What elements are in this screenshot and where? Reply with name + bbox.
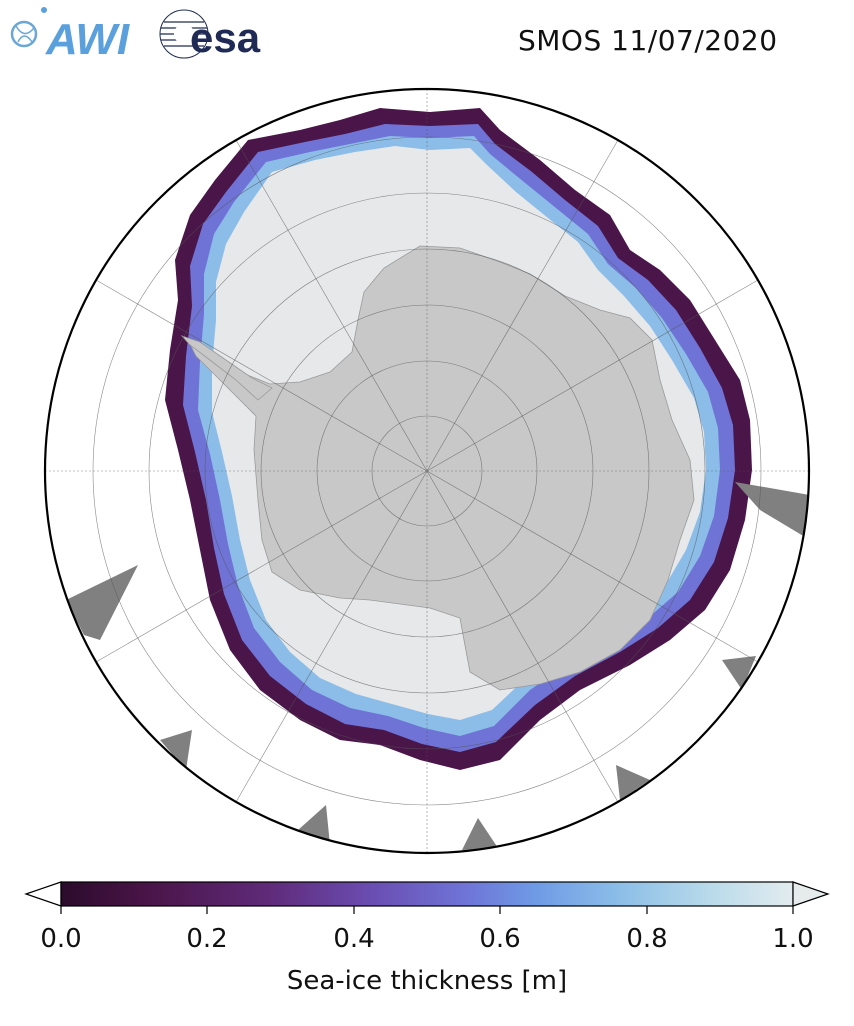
antarctica-land <box>187 245 695 691</box>
colorbar-tick-label: 0.8 <box>626 924 668 954</box>
awi-logo: AWI <box>10 7 130 62</box>
header-logos: AWI esa <box>10 7 261 62</box>
colorbar-tick-label: 0.4 <box>333 924 375 954</box>
colorbar-tick-label: 0.2 <box>186 924 228 954</box>
colorbar-extend-high <box>792 881 830 907</box>
colorbar-extend-low <box>24 881 62 907</box>
colorbar-gradient <box>60 881 794 907</box>
awi-logo-text: AWI <box>45 15 130 62</box>
colorbar <box>24 881 830 914</box>
esa-logo-text: esa <box>190 14 261 61</box>
esa-logo: esa <box>159 9 261 61</box>
map-boundary <box>43 87 811 855</box>
map-title-date: SMOS 11/07/2020 <box>518 24 778 57</box>
sea-ice-map <box>43 87 811 855</box>
colorbar-tick-label: 0.0 <box>40 924 82 954</box>
colorbar-title: Sea-ice thickness [m] <box>286 966 568 996</box>
data-mask-regions <box>66 482 809 850</box>
antarctic-peninsula <box>180 335 273 401</box>
colorbar-tick-label: 1.0 <box>772 924 814 954</box>
meridians <box>45 89 809 853</box>
colorbar-tick-label: 0.6 <box>479 924 521 954</box>
